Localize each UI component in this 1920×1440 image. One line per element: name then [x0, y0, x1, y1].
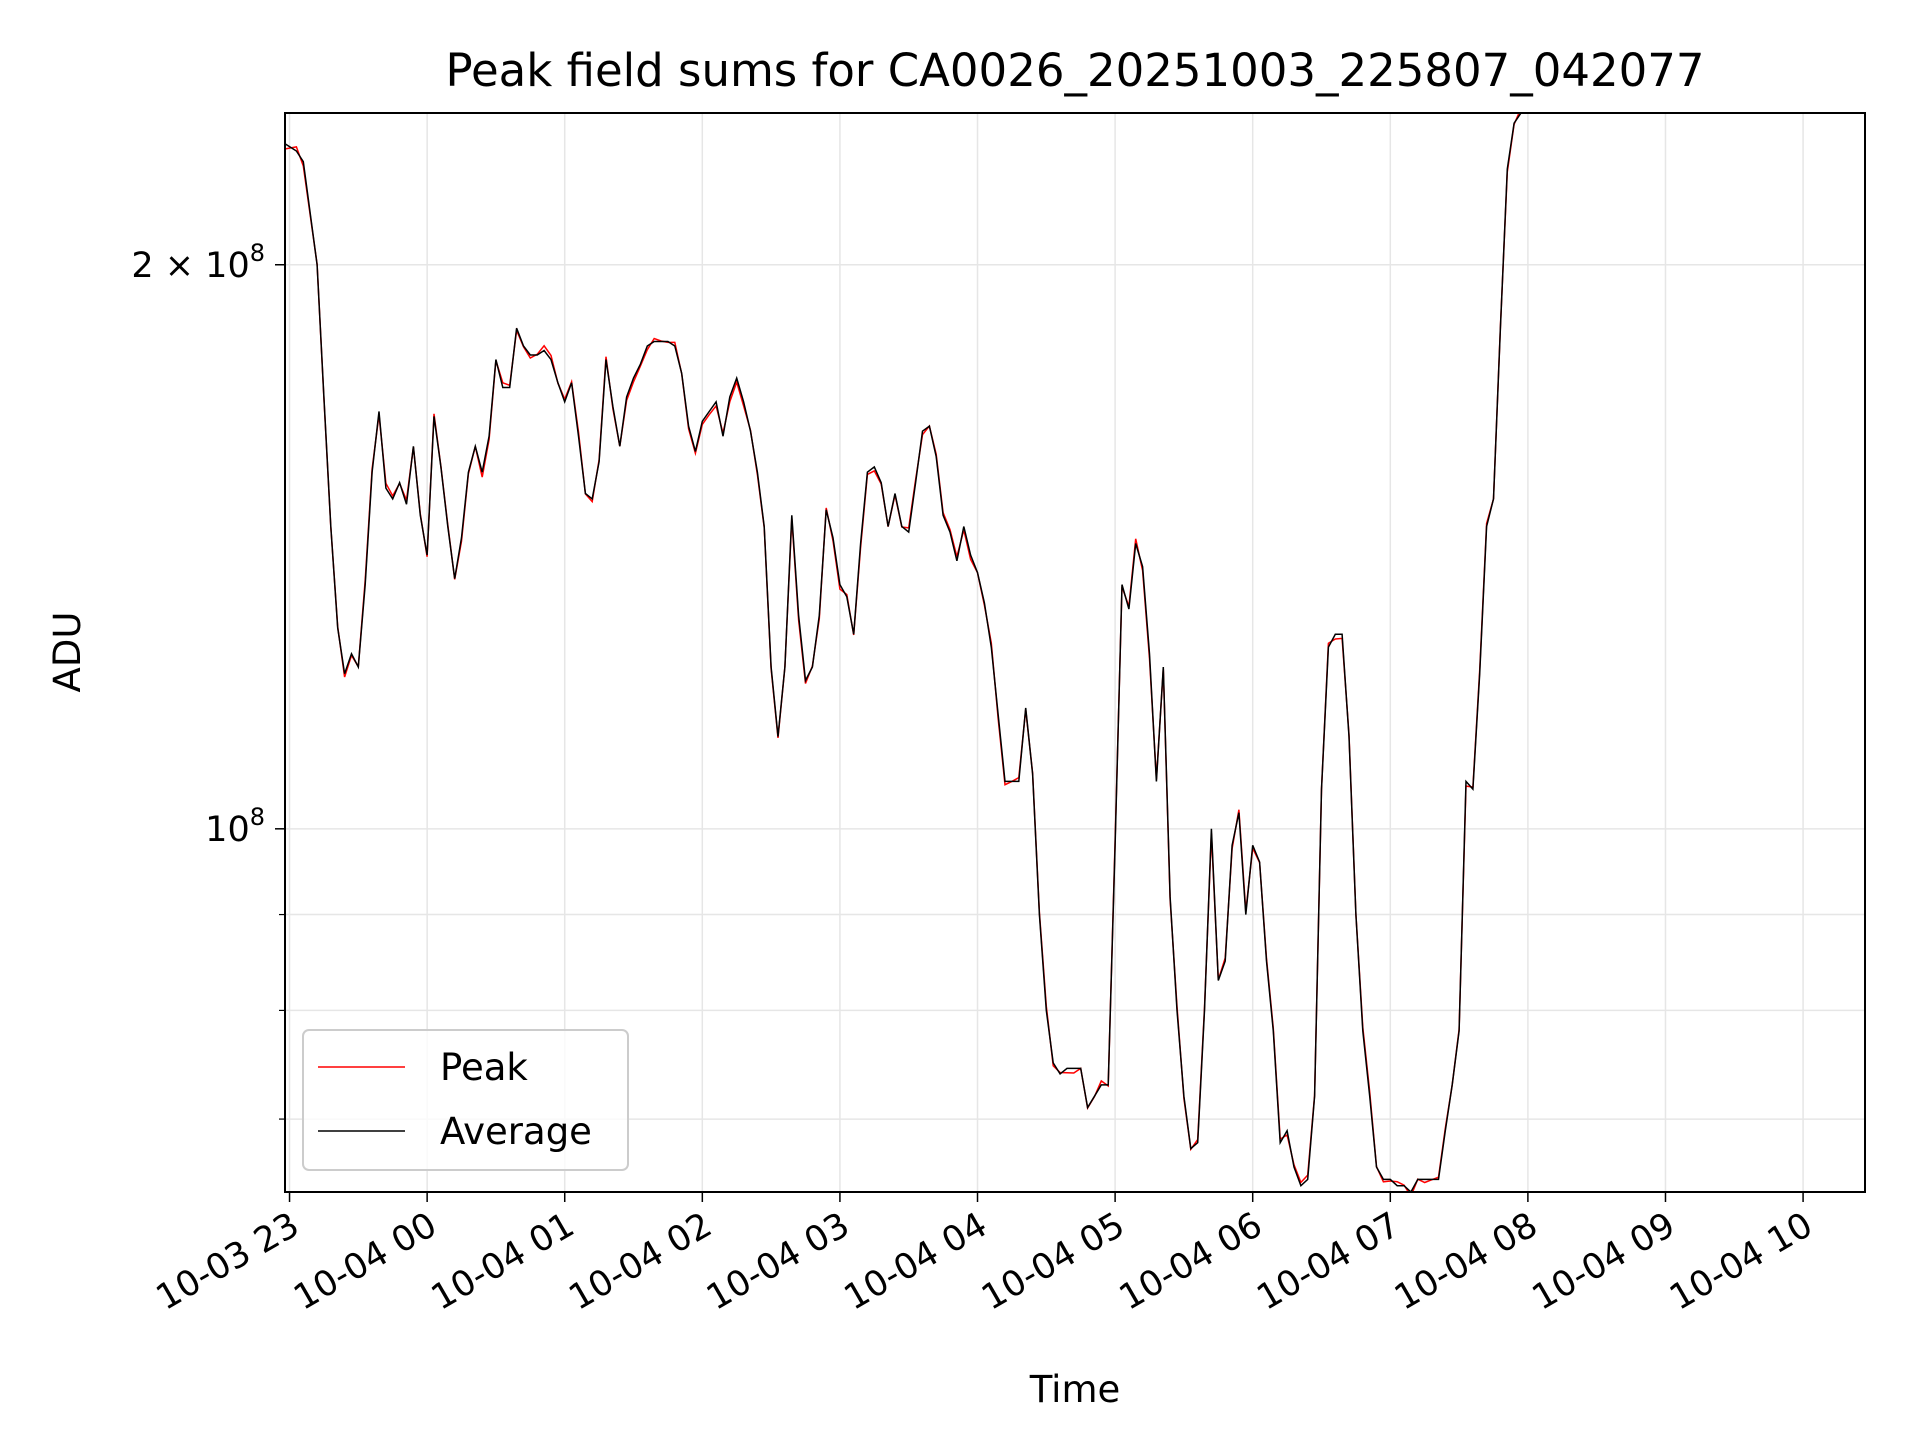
chart-title: Peak field sums for CA0026_20251003_2258… — [445, 44, 1704, 97]
y-axis: 108 2 × 108 — [131, 239, 285, 1120]
legend-box — [302, 1029, 629, 1171]
series-lines — [285, 113, 1522, 1192]
series-line-average — [285, 113, 1522, 1192]
y-tick-label: 2 × 108 — [131, 239, 265, 286]
grid — [285, 113, 1865, 1192]
legend-label-average: Average — [440, 1110, 592, 1153]
y-tick-label: 108 — [205, 803, 265, 850]
legend: Peak Average — [302, 1029, 629, 1171]
x-axis-label: Time — [1029, 1368, 1121, 1411]
plot-frame — [284, 112, 1866, 1193]
y-axis-label: ADU — [46, 612, 89, 693]
legend-label-peak: Peak — [440, 1046, 528, 1089]
